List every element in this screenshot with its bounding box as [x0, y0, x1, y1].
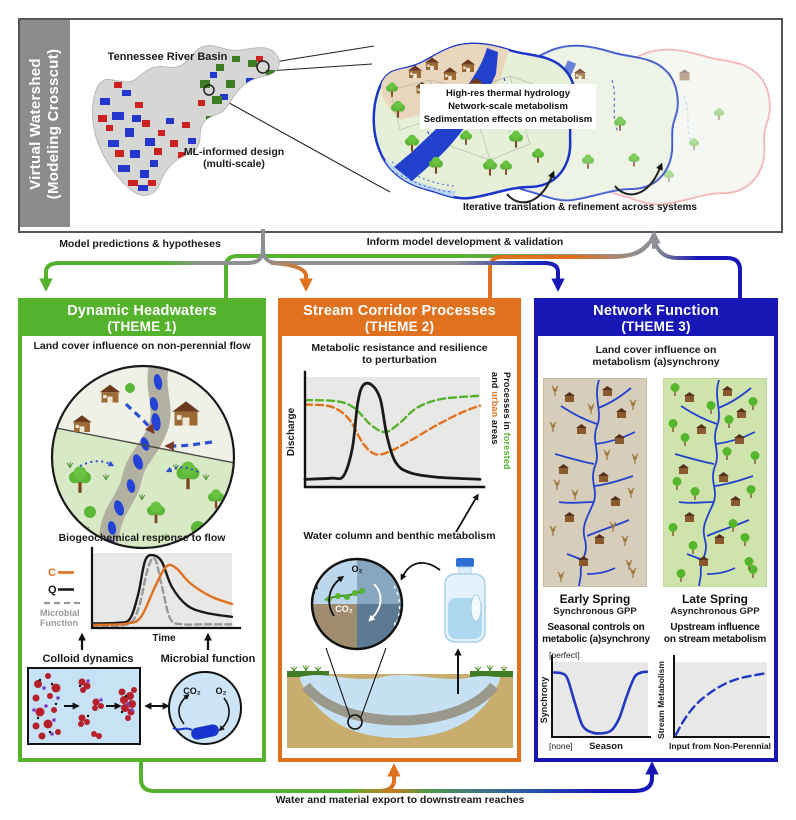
stream-metabolism-axis-label: Stream Metabolism: [656, 661, 666, 739]
season-axis-label: Season: [589, 741, 623, 752]
late-spring-panel: [663, 378, 767, 587]
chart2-title: Upstream influence on stream metabolism: [663, 622, 767, 645]
svg-text:C: C: [48, 567, 56, 579]
theme2-section2-title: Water column and benthic metabolism: [303, 530, 496, 542]
bottom-connector: [139, 761, 659, 793]
map-title: Tennessee River Basin: [107, 51, 228, 63]
flagellum: [172, 727, 193, 731]
export-label: Water and material export to downstream …: [275, 794, 525, 806]
ml-informed-design-label: ML-informed design (multi-scale): [183, 146, 285, 170]
sample-bottle-icon: [444, 558, 486, 643]
asynchronous-gpp-label: Asynchronous GPP: [670, 606, 760, 617]
svg-text:Microbial: Microbial: [40, 608, 80, 618]
early-spring-label: Early Spring: [559, 592, 631, 606]
synchronous-gpp-label: Synchronous GPP: [553, 606, 637, 617]
gas-cycle-arrows: [178, 693, 230, 732]
theme3-network-function: Network Function (THEME 3) Land cover in…: [534, 298, 778, 762]
discharge-axis-label: Discharge: [286, 407, 297, 456]
colloid-particles-clustering: [78, 678, 104, 739]
colloid-microbial-illustration: CO₂ O₂: [27, 667, 242, 745]
theme1-dynamic-headwaters: Dynamic Headwaters (THEME 1) Land cover …: [18, 298, 266, 762]
sediment-layer: [302, 682, 498, 726]
co2-label: CO₂: [335, 604, 353, 614]
synchrony-season-chart: [perfect] Synchrony [none] Season: [540, 650, 651, 752]
iteration-arrows: [506, 162, 663, 204]
export-lane: [139, 761, 659, 793]
houses: [72, 383, 200, 432]
colloid-particles-black: [36, 678, 58, 734]
theme1-header: Dynamic Headwaters (THEME 1): [22, 302, 262, 336]
theme2-header: Stream Corridor Processes (THEME 2): [282, 302, 517, 336]
return-lane-orange: [488, 242, 650, 299]
theme1-section1-title: Land cover influence on non-perennial fl…: [33, 340, 251, 352]
top-connectors: [39, 229, 742, 299]
theme3-section1-title: Land cover influence on metabolism (a)sy…: [592, 344, 720, 368]
map-zoom-circles: [203, 60, 270, 96]
magnifier-source-circle: [347, 714, 363, 730]
early-spring-panel: [543, 378, 647, 587]
flow-arrows-urban: [124, 402, 213, 451]
magnified-water-column: O₂ CO₂: [310, 557, 404, 651]
chart-legend: C Q Microbial Function: [40, 567, 80, 628]
model-capabilities-callout: High-res thermal hydrology Network-scale…: [420, 84, 596, 129]
time-axis-label: Time: [152, 633, 176, 644]
svg-text:Q: Q: [48, 584, 57, 596]
nonperennial-axis-label: Input from Non-Perennial: [669, 741, 771, 751]
predictions-branch-theme2: [270, 261, 313, 292]
bottle-to-circle-arrow: [400, 562, 441, 581]
colloid-aggregate: [118, 687, 137, 721]
co2-label: CO₂: [183, 686, 201, 696]
floodplain-band: [378, 160, 456, 199]
iterative-translation-label: Iterative translation & refinement acros…: [463, 202, 697, 213]
synchrony-axis-label: Synchrony: [540, 677, 549, 724]
none-tick: [none]: [549, 741, 573, 751]
predictions-label: Model predictions & hypotheses: [59, 238, 221, 250]
biogeochemical-response-chart: C Q Microbial Function Time: [40, 546, 242, 650]
colloid-particles-purple: [32, 686, 60, 736]
virtual-watershed-sidebar: Virtual Watershed (Modeling Crosscut): [20, 20, 70, 227]
svg-text:Function: Function: [40, 618, 78, 628]
virtual-watershed-panel: Virtual Watershed (Modeling Crosscut): [18, 18, 783, 233]
resistance-resilience-chart: Discharge: [286, 370, 486, 489]
landcover-boundary: [52, 425, 234, 465]
tennessee-basin-map: [92, 45, 280, 196]
colloid-particles-dispersed: [32, 673, 61, 740]
flow-arrows-forest: [79, 460, 199, 473]
microbial-function-label: Microbial function: [160, 653, 256, 665]
virtual-watershed-title: Virtual Watershed (Modeling Crosscut): [27, 48, 62, 199]
theme2-section1-title: Metabolic resistance and resilience to p…: [311, 342, 488, 366]
upstream-influence-chart: Stream Metabolism Input from Non-Perenni…: [656, 655, 771, 751]
o2-label: O₂: [216, 686, 227, 696]
nonperennial-flow-illustration: [50, 364, 236, 550]
water: [300, 674, 500, 738]
stream-cross-section: [287, 647, 513, 748]
predictions-branch-theme3: [261, 246, 565, 292]
label-pointer-arrow: [455, 493, 479, 533]
late-spring-label: Late Spring: [681, 592, 748, 606]
return-lane-green: [224, 241, 651, 299]
perfect-tick: [perfect]: [549, 650, 580, 660]
benthic-metabolism-illustration: O₂ CO₂: [287, 557, 513, 748]
return-lane-blue: [654, 243, 742, 299]
colloid-dynamics-label: Colloid dynamics: [42, 653, 134, 665]
chart1-title: Seasonal controls on metabolic (a)synchr…: [542, 622, 650, 645]
theme2-stream-corridor: Stream Corridor Processes (THEME 2) Meta…: [278, 298, 521, 762]
bacterium-icon: [191, 724, 219, 740]
theme3-header: Network Function (THEME 3): [538, 302, 774, 336]
export-branch-theme2: [376, 763, 401, 793]
o2-label: O₂: [352, 564, 363, 574]
map-to-model-lines: [212, 45, 391, 193]
predictions-branch-theme1: [39, 246, 265, 292]
forested-urban-label: Processes in forested and urban areas: [490, 372, 512, 470]
theme1-section2-title: Biogeochemical response to flow: [58, 532, 226, 544]
inform-label: Inform model development & validation: [366, 236, 564, 248]
pointer-arrows: [78, 632, 212, 650]
